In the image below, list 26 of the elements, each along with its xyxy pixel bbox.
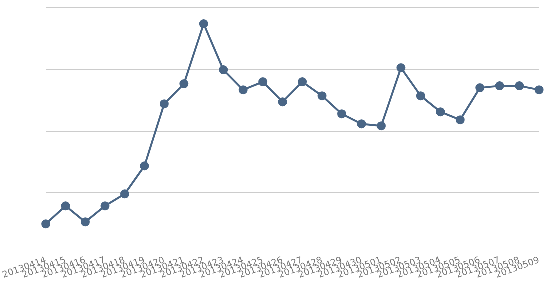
point	[180, 80, 189, 89]
point	[81, 218, 90, 227]
point	[219, 66, 228, 75]
point	[160, 100, 169, 109]
point	[416, 92, 426, 101]
point	[456, 116, 465, 125]
point	[120, 190, 130, 199]
point	[396, 64, 406, 73]
point	[476, 84, 485, 93]
point	[199, 20, 208, 29]
point	[436, 108, 446, 117]
point	[61, 202, 70, 211]
point	[318, 92, 327, 101]
point	[376, 122, 386, 131]
point	[42, 220, 51, 229]
point	[515, 82, 524, 91]
point	[338, 110, 346, 119]
point	[258, 78, 268, 87]
point	[534, 86, 544, 95]
point	[495, 82, 504, 91]
point	[298, 78, 308, 87]
point	[278, 98, 288, 107]
point	[100, 202, 110, 211]
point	[140, 162, 150, 171]
point	[238, 86, 248, 95]
point	[357, 120, 366, 129]
